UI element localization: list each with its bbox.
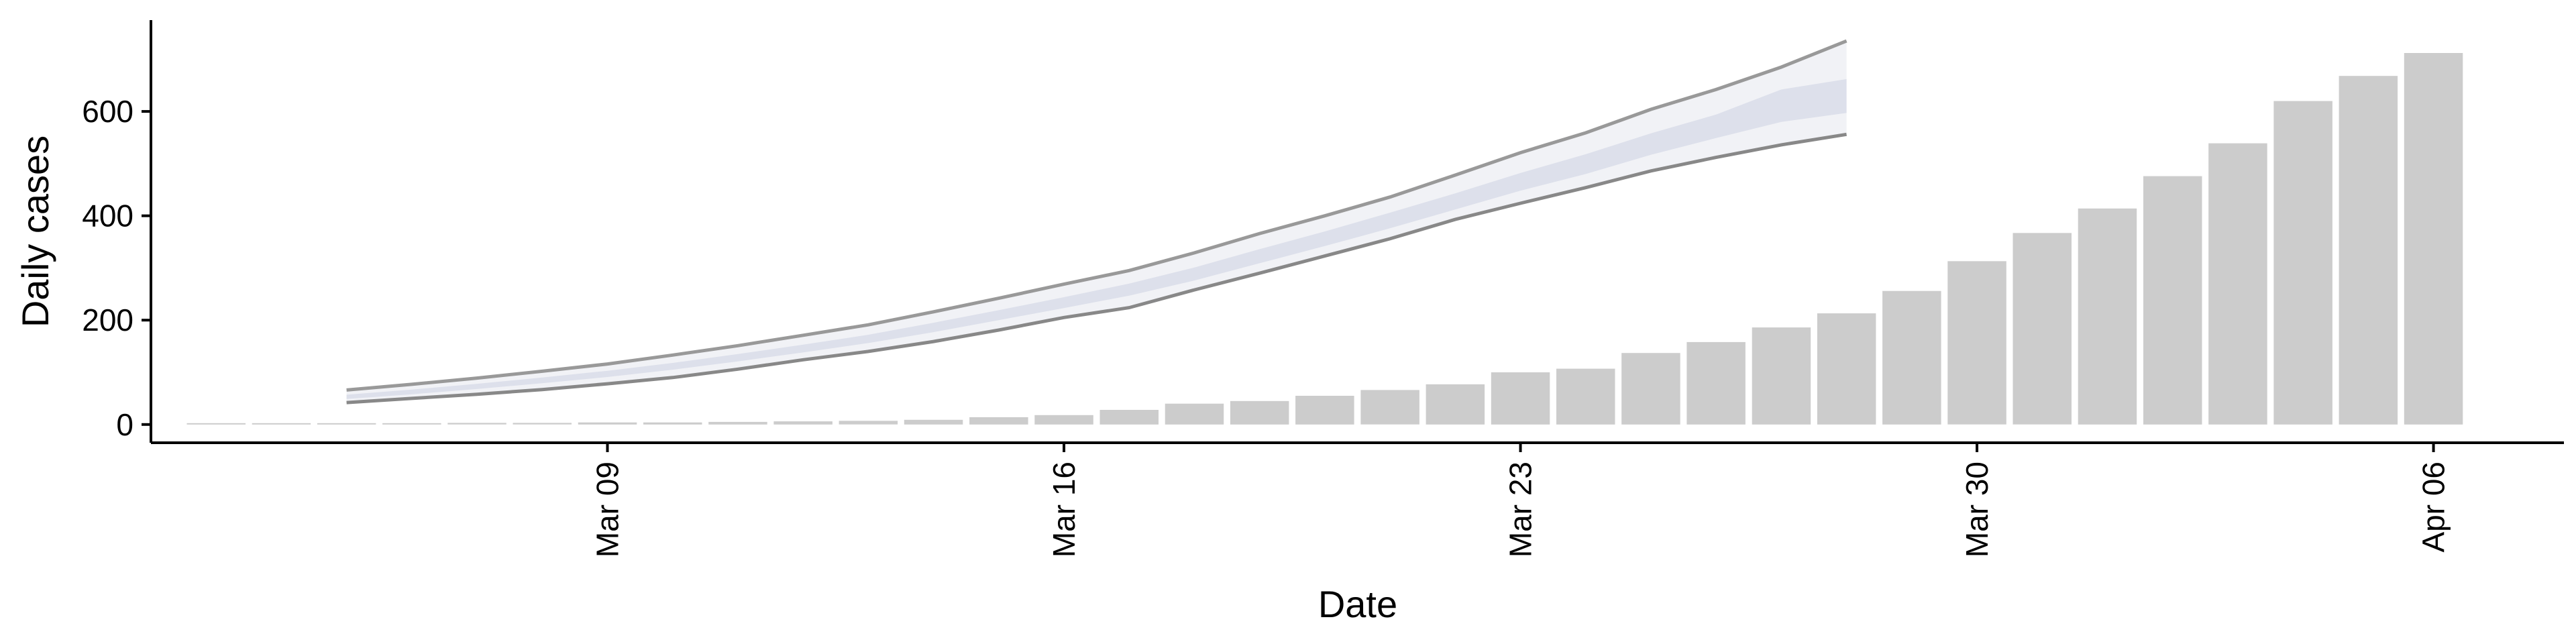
case-bar xyxy=(317,423,376,425)
case-bar xyxy=(1230,400,1289,425)
case-bar xyxy=(447,423,506,425)
y-axis-title: Daily cases xyxy=(14,136,56,327)
forecast-lower-line xyxy=(346,132,1847,405)
case-bar xyxy=(1165,403,1224,425)
case-bar xyxy=(1686,341,1746,425)
case-bar xyxy=(2339,76,2398,425)
case-bar xyxy=(513,423,572,425)
case-bar xyxy=(773,421,833,425)
case-bar xyxy=(839,421,898,425)
case-bar xyxy=(1947,261,2006,425)
case-bar xyxy=(1360,390,1419,425)
bar-layer xyxy=(186,53,2463,425)
case-bar xyxy=(1099,410,1159,425)
case-bar xyxy=(186,423,246,425)
case-bar xyxy=(2078,208,2137,425)
case-bar xyxy=(1621,353,1680,425)
case-bar xyxy=(1491,372,1550,425)
forecast-upper-line xyxy=(346,39,1847,392)
case-bar xyxy=(1034,415,1093,425)
case-bar xyxy=(708,421,767,425)
y-tick-label: 200 xyxy=(82,303,133,337)
x-tick-label: Mar 23 xyxy=(1503,462,1538,557)
x-tick-label: Mar 16 xyxy=(1046,462,1081,557)
case-bar xyxy=(2404,53,2463,425)
y-tick-label: 600 xyxy=(82,94,133,129)
forecast-band-layer xyxy=(346,39,1847,405)
x-tick-label: Mar 09 xyxy=(590,462,625,557)
case-bar xyxy=(382,423,441,425)
case-bar xyxy=(1426,384,1485,425)
case-bar xyxy=(904,419,963,425)
x-tick-label: Apr 06 xyxy=(2416,462,2451,553)
case-bar xyxy=(1752,327,1811,425)
case-bar xyxy=(1295,396,1354,425)
case-bar xyxy=(2143,176,2202,425)
case-bar xyxy=(2012,233,2072,425)
case-bar xyxy=(1817,313,1876,425)
case-bar xyxy=(1556,368,1615,425)
y-tick-label: 0 xyxy=(116,407,133,442)
case-bar xyxy=(1882,290,1941,425)
x-tick-label: Mar 30 xyxy=(1960,462,1994,557)
x-axis-title: Date xyxy=(1318,583,1397,625)
case-bar xyxy=(2273,101,2332,425)
y-tick-label: 400 xyxy=(82,199,133,233)
case-bar xyxy=(969,417,1028,425)
forecast-outer-band xyxy=(346,41,1847,403)
tick-layer: 0 200 400 600 Mar 09 Mar 16 Mar 23 Mar 30 Apr 06 xyxy=(82,94,2451,557)
case-bar xyxy=(578,422,637,425)
case-bar xyxy=(252,423,311,425)
case-bar xyxy=(2208,143,2267,425)
axis-layer xyxy=(150,20,2564,444)
case-bar xyxy=(643,422,702,425)
